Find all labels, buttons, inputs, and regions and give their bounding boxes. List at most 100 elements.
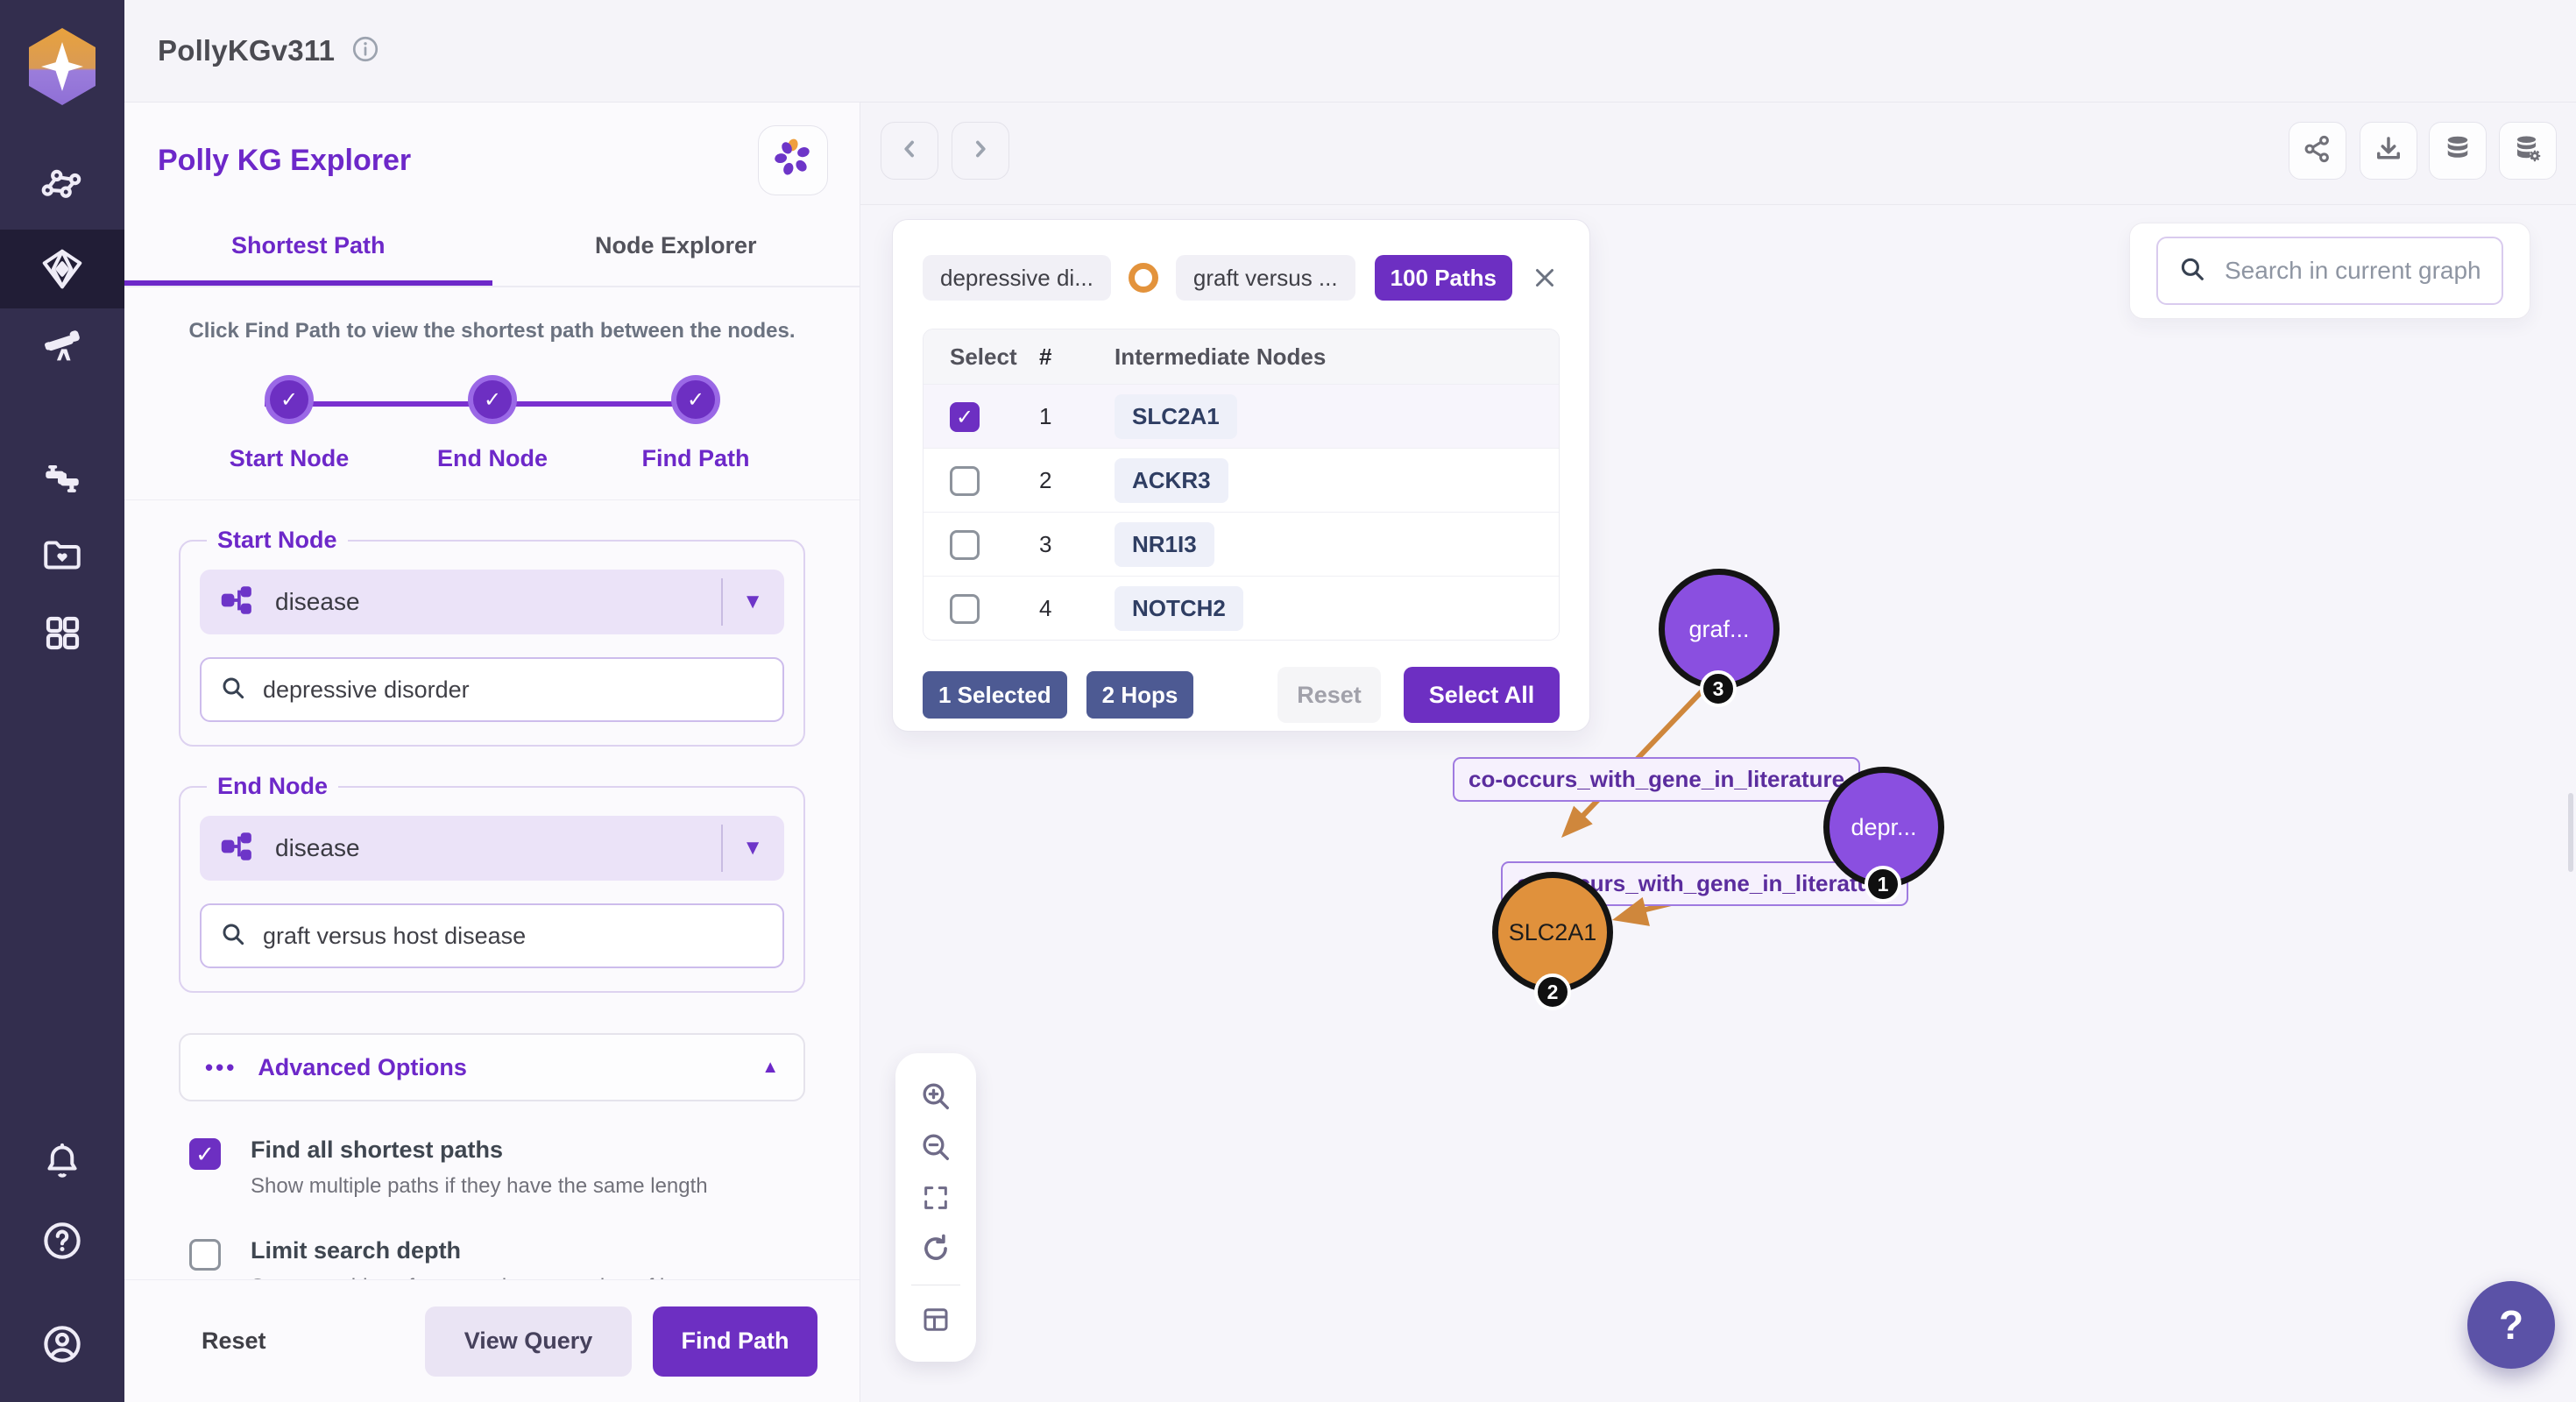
zoom-in-icon [918, 1079, 953, 1118]
sidebar-item-kg-explorer[interactable] [0, 230, 124, 308]
help-fab[interactable]: ? [2467, 1281, 2555, 1369]
table-layout-icon [920, 1304, 952, 1340]
search-icon [219, 920, 247, 952]
row-checkbox[interactable] [950, 594, 980, 624]
kg-diamond-icon [39, 245, 86, 293]
folder-heart-icon [40, 534, 84, 577]
sidebar-item-network-analysis[interactable] [0, 149, 124, 228]
nav-back-button[interactable] [881, 122, 938, 180]
table-row[interactable]: 3 NR1I3 [924, 512, 1559, 576]
row-number: 3 [1039, 530, 1052, 557]
row-number: 1 [1039, 402, 1052, 429]
graph-canvas[interactable]: co-occurs_with_gene_in_literature co-occ… [860, 205, 2576, 1402]
end-node-search [200, 903, 784, 968]
step-done-icon: ✓ [468, 375, 517, 424]
share-icon [2302, 133, 2333, 169]
reset-view-button[interactable] [908, 1225, 964, 1276]
fit-view-button[interactable] [908, 1174, 964, 1225]
start-node-section: Start Node disease ▼ [179, 527, 805, 747]
reset-button[interactable]: Reset [166, 1306, 301, 1377]
end-node-type-dropdown[interactable]: disease ▼ [200, 816, 784, 881]
polly-hex-logo[interactable] [0, 25, 124, 109]
limit-search-depth-checkbox[interactable] [189, 1239, 221, 1271]
graph-node-graft-vs-host[interactable]: graf... [1659, 569, 1780, 690]
paths-table-header: Select # Intermediate Nodes [924, 329, 1559, 384]
refresh-icon [919, 1232, 952, 1270]
data-source-button[interactable] [2429, 122, 2487, 180]
graph-search-card [2129, 223, 2530, 319]
start-node-type-dropdown[interactable]: disease ▼ [200, 570, 784, 634]
table-row[interactable]: 2 ACKR3 [924, 448, 1559, 512]
database-icon [2442, 133, 2473, 169]
option-label: Find all shortest paths [251, 1136, 504, 1163]
tab-node-explorer[interactable]: Node Explorer [594, 232, 757, 258]
edge-label[interactable]: co-occurs_with_gene_in_literature [1453, 757, 1861, 802]
paths-table: Select # Intermediate Nodes ✓ 1 SLC2A1 2… [923, 329, 1560, 641]
tab-shortest-path[interactable]: Shortest Path [124, 213, 492, 286]
polly-flower-button[interactable] [758, 125, 828, 195]
download-graph-button[interactable] [2360, 122, 2417, 180]
zoom-in-button[interactable] [908, 1073, 964, 1123]
search-icon [2177, 254, 2207, 288]
advanced-options-toggle[interactable]: ••• Advanced Options ▲ [179, 1033, 805, 1101]
step-label-start-node: Start Node [229, 445, 350, 471]
view-query-button[interactable]: View Query [425, 1306, 632, 1377]
end-node-search-input[interactable] [263, 922, 765, 950]
paths-result-card: depressive di... graft versus ... 100 Pa… [892, 219, 1590, 732]
row-number: 4 [1039, 594, 1052, 621]
node-type-icon [219, 581, 258, 624]
close-icon[interactable] [1530, 263, 1560, 293]
row-checkbox[interactable] [950, 530, 980, 560]
question-circle-icon [39, 1218, 85, 1264]
step-done-icon: ✓ [265, 375, 314, 424]
search-icon [219, 674, 247, 706]
sidebar-item-collections[interactable] [0, 516, 124, 595]
row-checkbox[interactable] [950, 466, 980, 496]
sidebar-item-pipelines[interactable] [0, 439, 124, 518]
share-graph-button[interactable] [2289, 122, 2346, 180]
gene-pill: ACKR3 [1115, 457, 1228, 503]
divider [721, 825, 723, 872]
graph-search-input[interactable] [2225, 257, 2482, 285]
sidebar-item-account[interactable] [0, 1305, 124, 1384]
database-settings-button[interactable] [2499, 122, 2557, 180]
flower-icon [770, 136, 816, 186]
node-order-badge: 1 [1865, 866, 1901, 903]
panel-footer: Reset View Query Find Path [124, 1279, 860, 1402]
selected-count-badge: 1 Selected [923, 671, 1067, 719]
paths-reset-button[interactable]: Reset [1277, 667, 1381, 723]
gene-pill: NOTCH2 [1115, 585, 1243, 631]
sidebar-item-apps[interactable] [0, 593, 124, 672]
page-title: Polly KG Explorer [158, 143, 412, 177]
scrollbar-thumb[interactable] [2568, 793, 2573, 872]
instruction-text: Click Find Path to view the shortest pat… [188, 319, 796, 343]
chevron-right-icon [967, 136, 994, 166]
table-view-button[interactable] [908, 1296, 964, 1347]
info-circle-icon[interactable] [350, 34, 380, 68]
chevron-up-icon: ▲ [761, 1057, 779, 1077]
panel-tabs: Shortest Path Node Explorer [124, 213, 860, 287]
path-link-icon [1128, 263, 1158, 293]
zoom-out-button[interactable] [908, 1123, 964, 1174]
graph-toolbar [860, 103, 2576, 205]
sidebar-item-notifications[interactable] [0, 1122, 124, 1201]
chevron-left-icon [896, 136, 923, 166]
select-all-button[interactable]: Select All [1404, 667, 1560, 723]
end-node-section: End Node disease ▼ [179, 773, 805, 993]
start-node-pill: depressive di... [923, 255, 1111, 301]
end-node-legend: End Node [217, 773, 328, 799]
chevron-down-icon: ▼ [742, 836, 763, 860]
sidebar-item-discover[interactable] [0, 306, 124, 385]
find-path-button[interactable]: Find Path [653, 1306, 817, 1377]
find-all-shortest-paths-checkbox[interactable]: ✓ [189, 1138, 221, 1170]
row-checkbox[interactable]: ✓ [950, 402, 980, 432]
step-label-find-path: Find Path [641, 445, 750, 471]
table-row[interactable]: 4 NOTCH2 [924, 576, 1559, 640]
nav-forward-button[interactable] [952, 122, 1009, 180]
table-row[interactable]: ✓ 1 SLC2A1 [924, 384, 1559, 448]
sidebar-item-help[interactable] [0, 1201, 124, 1280]
start-node-search-input[interactable] [263, 676, 765, 704]
step-done-icon: ✓ [671, 375, 720, 424]
start-node-legend: Start Node [217, 527, 337, 553]
option-label: Limit search depth [251, 1237, 462, 1264]
